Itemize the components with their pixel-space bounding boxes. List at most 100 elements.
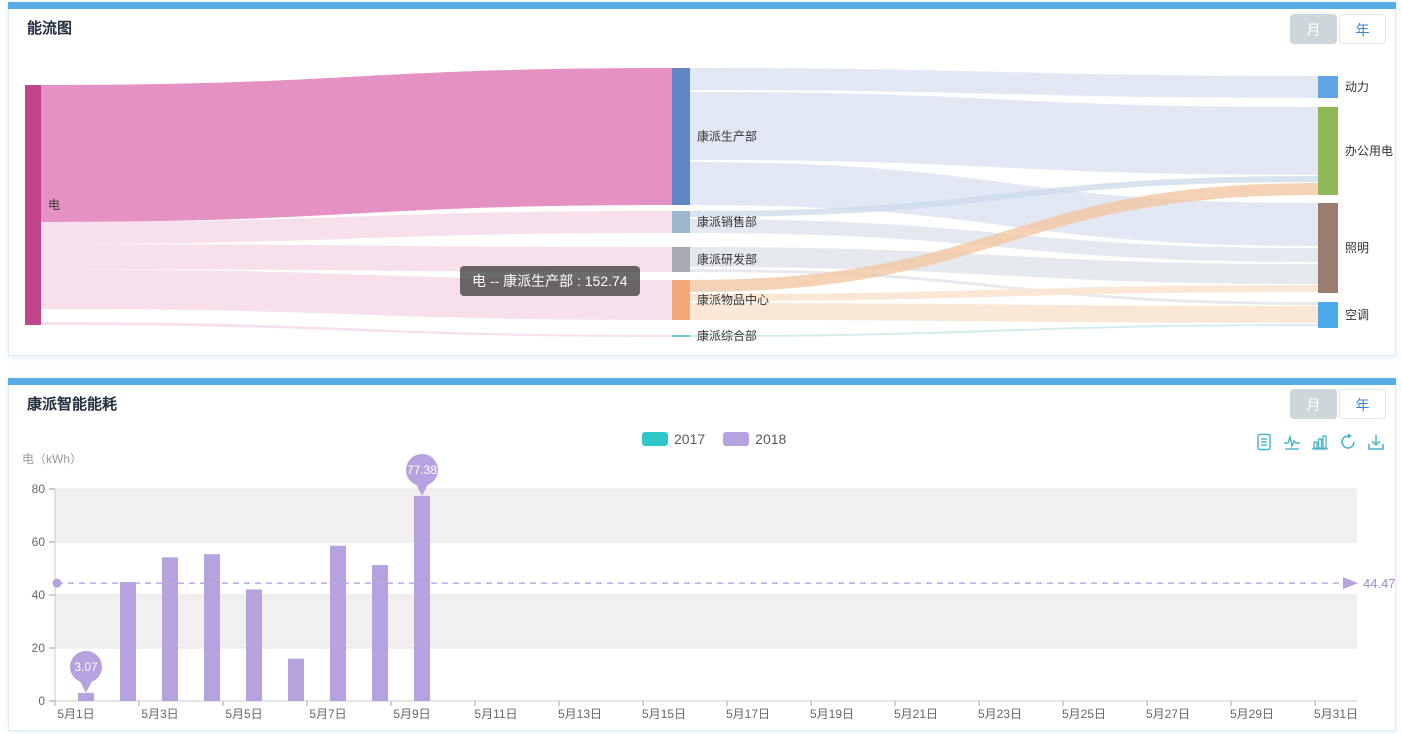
sankey-node-label: 康派物品中心	[697, 292, 769, 307]
bar-2018-day5[interactable]	[246, 589, 262, 701]
sankey-node-label: 康派生产部	[697, 129, 757, 144]
sankey-link-12[interactable]	[690, 183, 1318, 292]
x-axis-label: 5月27日	[1146, 707, 1190, 721]
energy-consumption-title: 康派智能能耗	[27, 396, 118, 413]
energy-consumption-card: 康派智能能耗 月 年 2017 2018	[8, 378, 1396, 731]
legend-label: 2018	[755, 431, 787, 447]
split-area	[55, 489, 1357, 542]
sankey-tooltip: 电 -- 康派生产部 : 152.74	[460, 266, 640, 296]
bar-2018-day4[interactable]	[204, 554, 220, 701]
markpoint-label: 3.07	[74, 660, 98, 674]
x-axis-label: 5月19日	[810, 707, 854, 721]
bar-2018-day9[interactable]	[414, 495, 430, 701]
bar-chart: 0 20 40 60 80 电（kWh） 5月1日 5月3日 5月5日 5月7日 5月9日 5月11日…	[22, 452, 1396, 721]
sankey-node-7[interactable]	[1318, 107, 1338, 195]
y-axis-label: 40	[32, 588, 46, 602]
sankey-node-8[interactable]	[1318, 203, 1338, 293]
average-line-start-dot	[52, 578, 62, 588]
energy-year-toggle[interactable]: 年	[1339, 389, 1386, 419]
sankey-node-4[interactable]	[672, 280, 690, 320]
sankey-node-9[interactable]	[1318, 302, 1338, 328]
sankey-node-5[interactable]	[672, 335, 690, 337]
sankey-link-1[interactable]	[41, 211, 672, 244]
y-axis-label: 0	[38, 694, 45, 708]
x-axis-label: 5月15日	[642, 707, 686, 721]
sankey-link-0[interactable]	[41, 68, 672, 222]
x-axis-label: 5月11日	[474, 707, 517, 721]
legend-swatch	[642, 432, 668, 446]
sankey-link-5[interactable]	[690, 68, 1318, 98]
sankey-link-14[interactable]	[690, 303, 1318, 323]
legend-swatch	[723, 432, 750, 446]
sankey-link-10[interactable]	[690, 247, 1318, 284]
markpoint-label: 77.38	[407, 463, 437, 477]
sankey-node-3[interactable]	[672, 247, 690, 272]
bar-2018-day3[interactable]	[162, 557, 178, 701]
sankey-node-label: 动力	[1345, 80, 1369, 94]
bar-2018-day2[interactable]	[120, 582, 136, 701]
restore-icon[interactable]	[1339, 433, 1357, 451]
x-axis-label: 5月7日	[309, 707, 346, 721]
sankey-link-6[interactable]	[690, 92, 1318, 175]
flow-year-toggle[interactable]: 年	[1339, 14, 1386, 44]
sankey-node-6[interactable]	[1318, 76, 1338, 98]
split-area	[55, 595, 1357, 648]
sankey-node-label: 照明	[1345, 241, 1369, 255]
bar-2018-day8[interactable]	[372, 565, 388, 701]
x-axis-label: 5月13日	[558, 707, 602, 721]
x-axis-label: 5月9日	[393, 707, 430, 721]
sankey-node-2[interactable]	[672, 211, 690, 233]
card-accent-bar	[8, 378, 1396, 385]
x-axis-label: 5月5日	[225, 707, 262, 721]
y-axis-label: 80	[32, 482, 46, 496]
sankey-node-1[interactable]	[672, 68, 690, 205]
sankey-link-2[interactable]	[41, 244, 672, 272]
sankey-node-0[interactable]	[25, 85, 41, 325]
sankey-link-7[interactable]	[690, 162, 1318, 246]
x-axis-label: 5月25日	[1062, 707, 1106, 721]
average-line-arrow	[1343, 577, 1358, 590]
card-accent-bar	[8, 2, 1396, 9]
bar-2018-day6[interactable]	[288, 658, 304, 701]
sankey-node-label: 办公用电	[1345, 143, 1393, 158]
energy-month-toggle[interactable]: 月	[1290, 389, 1337, 419]
sankey-node-label: 康派研发部	[697, 252, 757, 267]
energy-flow-title: 能流图	[27, 20, 73, 37]
x-axis-label: 5月31日	[1314, 707, 1358, 721]
legend-label: 2017	[674, 431, 706, 447]
legend-item-2017[interactable]: 2017	[642, 431, 705, 447]
x-axis-label: 5月23日	[978, 707, 1022, 721]
bar-chart-icon[interactable]	[1311, 433, 1329, 451]
sankey-node-label: 康派综合部	[697, 328, 757, 343]
legend-item-2018[interactable]: 2018	[723, 431, 786, 447]
markpoint-max[interactable]: 77.38	[406, 453, 438, 496]
sankey-node-label: 康派销售部	[697, 214, 757, 229]
bar-2018-day1[interactable]	[78, 692, 94, 701]
flow-month-toggle[interactable]: 月	[1290, 14, 1337, 44]
bar-2018-day7[interactable]	[330, 545, 346, 701]
sankey-link-4[interactable]	[41, 322, 672, 337]
line-chart-icon[interactable]	[1283, 433, 1301, 451]
x-axis-label: 5月17日	[726, 707, 770, 721]
sankey-link-11[interactable]	[690, 269, 1318, 305]
x-axis-label: 5月1日	[57, 707, 94, 721]
x-axis-label: 5月21日	[894, 707, 938, 721]
save-image-icon[interactable]	[1367, 433, 1385, 451]
y-axis-label: 20	[32, 641, 46, 655]
y-axis-name: 电（kWh）	[22, 452, 82, 466]
average-line-label: 44.47	[1363, 576, 1396, 591]
y-axis-label: 60	[32, 535, 46, 549]
data-view-icon[interactable]	[1255, 433, 1273, 451]
x-axis-label: 5月29日	[1230, 707, 1274, 721]
sankey-link-15[interactable]	[690, 324, 1318, 337]
sankey-node-label: 空调	[1345, 308, 1369, 322]
x-axis-label: 5月3日	[141, 707, 178, 721]
markpoint-min[interactable]: 3.07	[70, 650, 102, 693]
sankey-link-8[interactable]	[690, 176, 1318, 217]
chart-toolbox	[1255, 433, 1385, 451]
sankey-node-label: 电	[48, 198, 60, 212]
sankey-link-13[interactable]	[690, 285, 1318, 301]
